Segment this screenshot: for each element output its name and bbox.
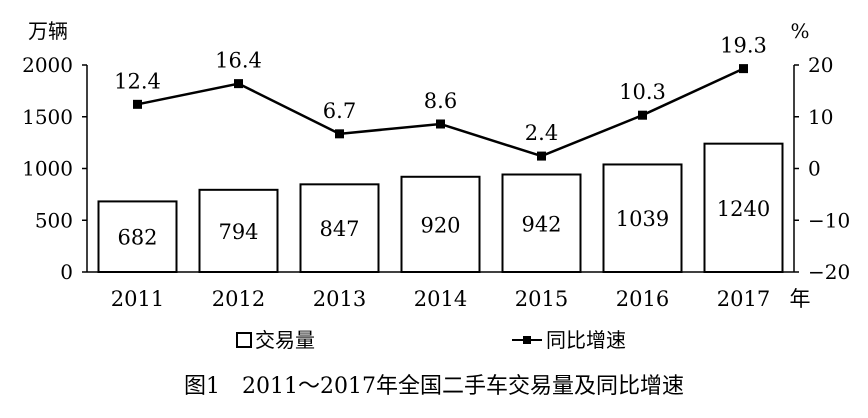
- x-axis-unit: 年: [790, 287, 811, 311]
- line-value-label: 2.4: [525, 121, 558, 145]
- bar: [703, 142, 784, 273]
- line-value-labels: 12.4 16.4 6.7 8.6 2.4 10.3 19.3: [114, 34, 767, 145]
- right-tick-label: 0: [808, 157, 821, 181]
- bar: [602, 163, 683, 273]
- line-series: [133, 64, 748, 161]
- line-point: [638, 110, 647, 120]
- line-value-label: 16.4: [215, 49, 262, 73]
- line-value-label: 19.3: [720, 34, 767, 58]
- left-tick-label: 2000: [22, 53, 73, 77]
- right-tick-label: 20: [808, 53, 833, 77]
- line-point: [739, 64, 748, 74]
- left-tick-label: 1000: [22, 157, 73, 181]
- legend-bar-swatch: [236, 332, 252, 348]
- line-value-label: 8.6: [424, 89, 457, 113]
- right-tick-label: −20: [808, 260, 850, 284]
- x-tick-label: 2017: [717, 287, 770, 311]
- bar-value-label: 1039: [616, 207, 669, 231]
- right-axis-ticks: −20 −10 0 10 20: [794, 53, 850, 284]
- x-tick-label: 2012: [212, 287, 265, 311]
- legend: 交易量 同比增速: [236, 328, 626, 352]
- line-point: [234, 79, 243, 89]
- bar: [501, 173, 582, 274]
- bar-value-label: 942: [521, 212, 561, 236]
- x-tick-labels: 2011 2012 2013 2014 2015 2016 2017: [111, 287, 770, 311]
- line-point: [537, 151, 546, 161]
- left-axis-ticks: 0 500 1000 1500 2000: [22, 53, 87, 284]
- bar: [299, 183, 380, 273]
- x-tick-label: 2015: [515, 287, 568, 311]
- bar-value-label: 920: [420, 213, 460, 237]
- bar-value-label: 794: [218, 220, 258, 244]
- x-tick-label: 2014: [414, 287, 467, 311]
- right-tick-label: −10: [808, 208, 850, 232]
- line-value-label: 6.7: [323, 99, 356, 123]
- bar: [198, 188, 279, 273]
- line-value-label: 10.3: [619, 80, 666, 104]
- chart-title: 图1 2011～2017年全国二手车交易量及同比增速: [184, 374, 684, 399]
- bar: [97, 200, 178, 273]
- right-tick-label: 10: [808, 105, 833, 129]
- right-axis-unit: %: [790, 19, 809, 43]
- left-tick-label: 0: [60, 260, 73, 284]
- x-tick-label: 2013: [313, 287, 366, 311]
- bar: [400, 175, 481, 273]
- x-tick-label: 2011: [111, 287, 164, 311]
- bar-series: [97, 142, 784, 274]
- legend-line-label: 同比增速: [546, 328, 626, 352]
- bar-value-label: 682: [117, 226, 157, 250]
- line-point: [133, 99, 142, 109]
- left-tick-label: 1500: [22, 105, 73, 129]
- line-point: [335, 129, 344, 139]
- x-tick-label: 2016: [616, 287, 669, 311]
- line-point: [436, 119, 445, 129]
- left-tick-label: 500: [35, 208, 73, 232]
- left-axis-unit: 万辆: [28, 19, 68, 43]
- bar-value-label: 847: [319, 217, 359, 241]
- bar-value-labels: 682 794 847 920 942 1039 1240: [117, 197, 770, 250]
- line-value-label: 12.4: [114, 69, 161, 93]
- bar-value-label: 1240: [717, 197, 770, 221]
- legend-line-marker: [523, 336, 531, 344]
- legend-bar-label: 交易量: [255, 328, 315, 352]
